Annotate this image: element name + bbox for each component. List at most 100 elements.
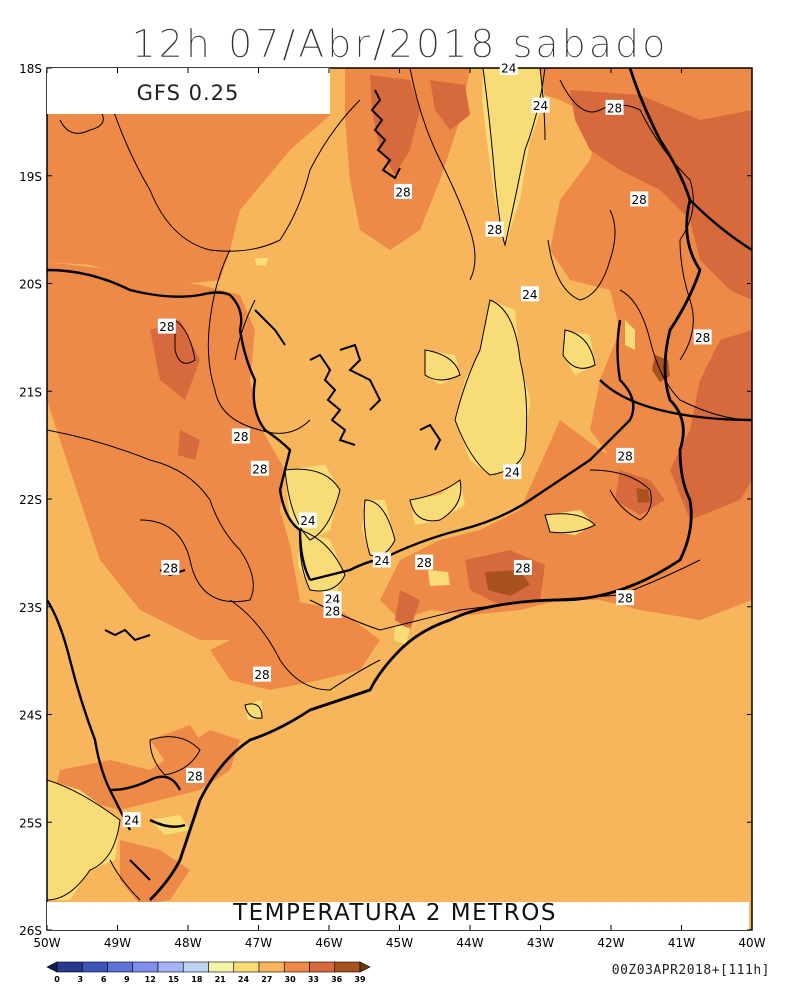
colorbar-swatch	[56, 961, 83, 973]
longitude-tick-label: 49W	[104, 936, 131, 950]
isotherm-label: 28	[485, 221, 504, 237]
colorbar-tick-label: 0	[54, 975, 60, 984]
isotherm-label: 28	[231, 428, 250, 444]
colorbar-swatch	[283, 961, 310, 973]
isotherm-label: 28	[323, 603, 342, 619]
isotherm-label-text: 24	[505, 466, 520, 480]
latitude-tick-label: 24S	[19, 709, 42, 723]
colorbar-tick-label: 39	[354, 975, 366, 984]
colorbar-tick-label: 18	[191, 975, 203, 984]
longitude-tick-label: 47W	[245, 936, 272, 950]
isotherm-label: 28	[161, 559, 180, 575]
isotherm-label-text: 28	[233, 430, 248, 444]
colorbar-arrow-low	[46, 961, 58, 973]
latitude-tick-label: 20S	[19, 278, 42, 292]
isotherm-label-text: 28	[254, 668, 269, 682]
map-title: 12h 07/Abr/2018 sabado	[131, 22, 669, 66]
longitude-tick-label: 46W	[315, 936, 342, 950]
longitude-tick-label: 40W	[738, 936, 765, 950]
isotherm-label-text: 28	[159, 320, 174, 334]
isotherm-label: 24	[372, 552, 391, 568]
isotherm-label: 24	[531, 97, 550, 113]
isotherm-label-text: 28	[607, 101, 622, 115]
isotherm-label-text: 24	[124, 814, 139, 828]
isotherm-label-text: 28	[515, 561, 530, 575]
longitude-tick-label: 44W	[456, 936, 483, 950]
isotherm-label: 28	[157, 318, 176, 334]
latitude-tick-label: 26S	[19, 924, 42, 938]
isotherm-label-text: 24	[501, 62, 516, 76]
isotherm-label-text: 28	[417, 556, 432, 570]
isotherm-label-text: 28	[395, 185, 410, 199]
isotherm-label: 28	[693, 329, 712, 345]
isotherm-label-text: 24	[374, 554, 389, 568]
model-label-box: GFS 0.25	[47, 68, 330, 114]
colorbar-tick-label: 24	[238, 975, 250, 984]
temperature-band-21-24	[47, 68, 635, 900]
longitude-tick-label: 43W	[527, 936, 554, 950]
isotherm-label: 24	[122, 812, 141, 828]
colorbar-arrow-high	[359, 961, 371, 973]
isotherm-label: 28	[253, 666, 272, 682]
isotherm-label-text: 28	[487, 223, 502, 237]
isotherm-label-text: 28	[252, 462, 267, 476]
temperature-colorbar: 0 3 6 9 12 15 18 21 24 27 30 33 36 39	[46, 961, 371, 984]
colorbar-swatch	[258, 961, 285, 973]
colorbar-swatch	[334, 961, 361, 973]
isotherm-label-text: 24	[522, 288, 537, 302]
colorbar-tick-label: 15	[168, 975, 180, 984]
isotherm-label-text: 28	[695, 331, 710, 345]
colorbar-tick-label: 30	[285, 975, 297, 984]
isotherm-label: 28	[250, 460, 269, 476]
isotherm-label: 24	[298, 512, 317, 528]
latitude-tick-label: 23S	[19, 601, 42, 615]
latitude-tick-label: 22S	[19, 493, 42, 507]
isotherm-label-text: 28	[617, 449, 632, 463]
longitude-tick-label: 45W	[386, 936, 413, 950]
isotherm-lines	[47, 68, 752, 901]
temperature-field	[47, 68, 752, 930]
isotherm-label-text: 28	[187, 769, 202, 783]
isotherm-label: 28	[630, 191, 649, 207]
temperature-band-30-33	[150, 75, 752, 630]
colorbar-swatch	[233, 961, 260, 973]
colorbar-tick-label: 3	[78, 975, 84, 984]
colorbar-tick-label: 12	[145, 975, 156, 984]
longitude-axis: 50W 49W 48W 47W 46W 45W 44W 43W 42W 41W 40W	[33, 68, 766, 950]
isotherm-label-text: 24	[300, 514, 315, 528]
isotherm-label-text: 28	[632, 193, 647, 207]
isotherm-label: 28	[394, 183, 413, 199]
latitude-tick-label: 19S	[19, 170, 42, 184]
isotherm-label: 28	[616, 447, 635, 463]
isotherm-label: 28	[415, 554, 434, 570]
colorbar-swatch	[309, 961, 336, 973]
colorbar-swatch	[157, 961, 184, 973]
longitude-tick-label: 48W	[174, 936, 201, 950]
latitude-tick-label: 25S	[19, 816, 42, 830]
colorbar-swatch	[132, 961, 159, 973]
isotherm-label-text: 28	[617, 592, 632, 606]
latitude-axis: 18S 19S 20S 21S 22S 23S 24S 25S 26S	[19, 62, 752, 938]
isotherm-label-text: 24	[533, 99, 548, 113]
latitude-tick-label: 18S	[19, 62, 42, 76]
colorbar-swatch	[182, 961, 209, 973]
colorbar-tick-label: 9	[124, 975, 130, 984]
isotherm-label: 28	[616, 590, 635, 606]
model-label: GFS 0.25	[137, 81, 240, 105]
colorbar-tick-label: 27	[261, 975, 272, 984]
isotherm-label: 24	[503, 464, 522, 480]
longitude-tick-label: 41W	[668, 936, 695, 950]
isotherm-label: 24	[499, 60, 518, 76]
colorbar-swatch	[81, 961, 108, 973]
colorbar-tick-label: 33	[308, 975, 319, 984]
colorbar-tick-label: 21	[215, 975, 227, 984]
isotherm-label: 24	[520, 286, 539, 302]
isotherm-label: 28	[605, 99, 624, 115]
isotherm-label-text: 28	[163, 561, 178, 575]
colorbar-swatch	[107, 961, 134, 973]
variable-label-box: TEMPERATURA 2 METROS	[47, 900, 749, 930]
variable-label: TEMPERATURA 2 METROS	[232, 900, 557, 926]
isotherm-labels: 24 24 28 28 28 28 24 28 28 28 28 24 28 24 24 28 28 28 24 28…	[122, 60, 712, 828]
isotherm-label-text: 28	[325, 605, 340, 619]
